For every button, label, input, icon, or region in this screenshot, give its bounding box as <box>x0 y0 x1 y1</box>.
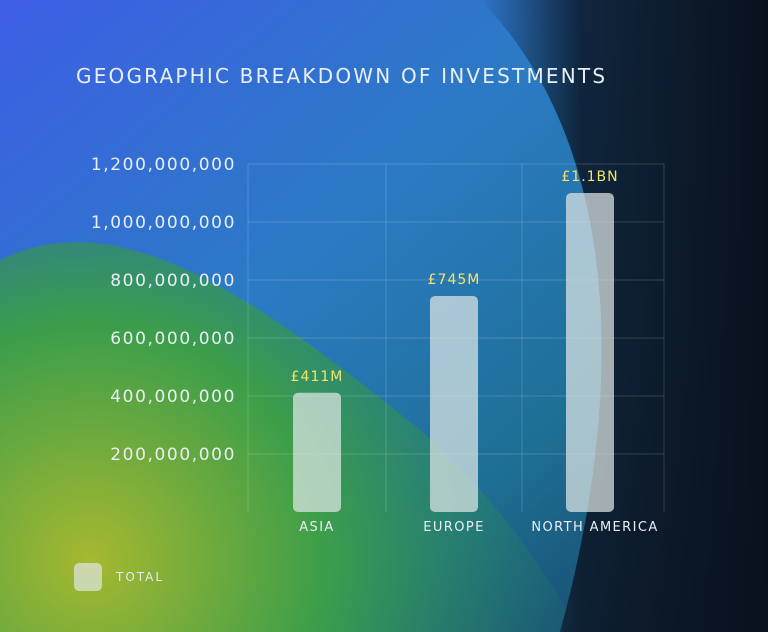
data-label: £411M <box>291 369 344 385</box>
legend: TOTAL <box>74 563 164 591</box>
category-label: NORTH AMERICA <box>531 520 658 535</box>
y-tick-label: 800,000,000 <box>110 271 236 291</box>
bar <box>293 392 341 512</box>
y-tick-label: 200,000,000 <box>110 445 236 465</box>
chart-title: GEOGRAPHIC BREAKDOWN OF INVESTMENTS <box>76 64 608 88</box>
bar <box>566 193 614 512</box>
y-tick-label: 1,000,000,000 <box>91 213 236 233</box>
category-label: ASIA <box>299 520 334 535</box>
category-label: EUROPE <box>423 520 484 535</box>
data-label: £745M <box>428 272 481 288</box>
bar <box>430 295 478 512</box>
legend-swatch-total <box>74 563 102 591</box>
y-tick-label: 1,200,000,000 <box>91 155 236 175</box>
y-tick-label: 400,000,000 <box>110 387 236 407</box>
y-tick-label: 600,000,000 <box>110 329 236 349</box>
data-label: £1.1BN <box>561 169 618 185</box>
legend-label-total: TOTAL <box>116 570 165 584</box>
